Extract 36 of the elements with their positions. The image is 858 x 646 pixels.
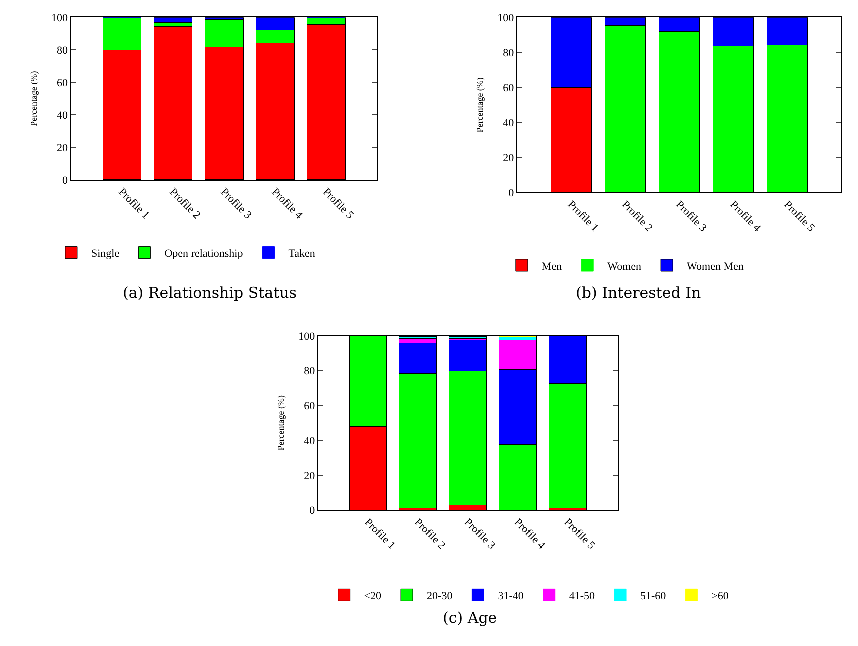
legend-label: 31-40 — [498, 590, 524, 602]
legend-label: 41-50 — [569, 590, 596, 602]
y-axis-title: Percentage (%) — [276, 396, 286, 451]
y-tick-label: 40 — [304, 435, 316, 448]
y-tick-label: 20 — [57, 142, 69, 154]
y-tick-label: 80 — [503, 48, 515, 60]
legend-label: Open relationship — [164, 248, 244, 260]
text: (c) Age — [443, 609, 498, 627]
text: (a) Relationship Status — [123, 284, 298, 302]
legend-label: Single — [91, 248, 120, 260]
legend-label: Taken — [288, 248, 316, 260]
y-tick-label: 0 — [62, 174, 69, 187]
legend-label: 51-60 — [640, 590, 667, 602]
legend-label: Men — [542, 260, 563, 273]
legend-label: Women Men — [687, 260, 744, 273]
legend-label: Women — [608, 260, 642, 273]
y-tick-label: 100 — [52, 12, 69, 25]
y-tick-label: 40 — [57, 110, 69, 122]
legend-label: 20-30 — [427, 590, 454, 602]
y-axis-title: Percentage (%) — [475, 78, 486, 133]
y-tick-label: 20 — [304, 470, 316, 482]
y-tick-label: 0 — [310, 505, 316, 518]
y-tick-label: 100 — [498, 12, 515, 25]
y-tick-label: 100 — [298, 330, 316, 343]
y-tick-label: 60 — [304, 400, 316, 413]
y-tick-label: 80 — [304, 366, 316, 378]
y-axis-title: Percentage (%) — [28, 71, 39, 126]
y-tick-label: 40 — [503, 118, 515, 130]
text: (b) Interested In — [576, 284, 702, 302]
y-tick-label: 60 — [503, 82, 515, 95]
legend-label: >60 — [712, 590, 730, 602]
y-tick-label: 0 — [508, 188, 515, 200]
y-tick-label: 60 — [57, 77, 69, 90]
y-tick-label: 80 — [57, 44, 69, 57]
y-tick-label: 20 — [503, 152, 515, 165]
legend-label: <20 — [364, 590, 382, 602]
